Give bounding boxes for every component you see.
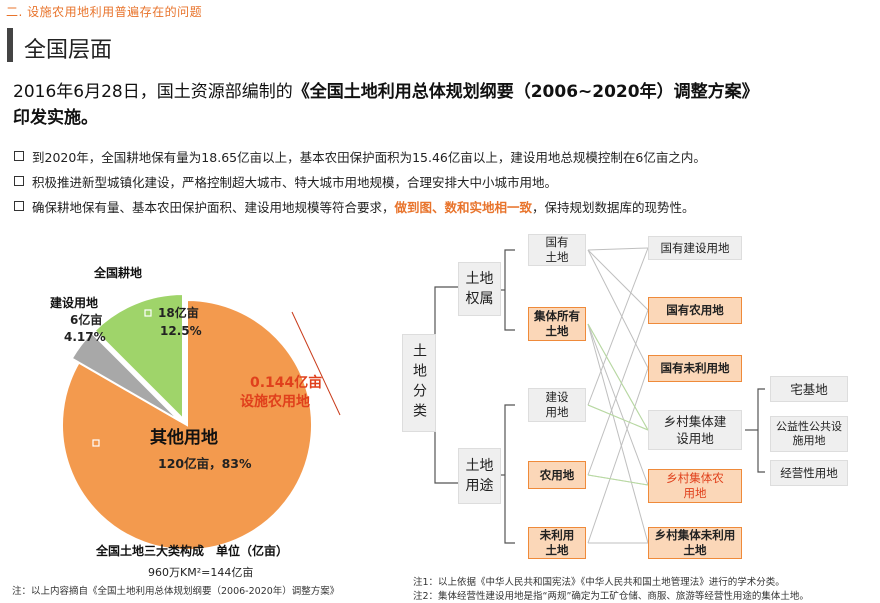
node-jianshe: 建设用地 xyxy=(528,388,586,422)
title-accent-bar xyxy=(7,28,13,62)
node-zhai: 宅基地 xyxy=(770,376,848,402)
node-weili: 未利用土地 xyxy=(528,527,586,559)
bracket-root-top xyxy=(434,286,458,356)
node-gywl: 国有未利用地 xyxy=(648,355,742,382)
headline-date: 2016年6月28日，国土资源部编制的 xyxy=(13,82,293,102)
marker-square-icon xyxy=(144,309,152,317)
pie-slice-farmland xyxy=(93,292,184,422)
bracket-far xyxy=(757,388,765,473)
node-jingying: 经营性用地 xyxy=(770,460,848,486)
node-gyny: 国有农用地 xyxy=(648,297,742,324)
bracket-yongtu xyxy=(504,404,515,544)
node-xcjs: 乡村集体建设用地 xyxy=(648,410,742,450)
node-gongyi: 公益性公共设施用地 xyxy=(770,416,848,452)
node-yongtu: 土地用途 xyxy=(458,448,501,504)
node-jiti: 集体所有土地 xyxy=(528,307,586,341)
bullet-square-icon xyxy=(14,176,24,186)
chart-subtitle: 960万KM²=144亿亩 xyxy=(148,565,253,579)
pie-slice-other xyxy=(61,298,313,551)
marker-square-icon xyxy=(92,439,100,447)
section-tag: 二. 设施农用地利用普遍存在的问题 xyxy=(6,5,203,19)
chart-title: 全国土地三大类构成 单位（亿亩） xyxy=(95,543,288,558)
node-guoyou: 国有土地 xyxy=(528,234,586,266)
headline: 2016年6月28日，国土资源部编制的《全国土地利用总体规划纲要（2006~20… xyxy=(13,79,873,131)
bullet-1: 到2020年，全国耕地保有量为18.65亿亩以上，基本农田保护面积为15.46亿… xyxy=(14,147,706,166)
slice-label-farmland: 全国耕地 xyxy=(93,265,142,280)
annotation-label: 设施农用地 xyxy=(240,393,310,410)
bracket-quanshu xyxy=(504,249,515,331)
note-right-1: 注1：以上依据《中华人民共和国宪法》《中华人民共和国土地管理法》进行的学术分类。 xyxy=(413,577,785,588)
slice-label-construction: 建设用地 xyxy=(49,295,98,310)
node-xcwl: 乡村集体未利用土地 xyxy=(648,527,742,559)
bullet-3: 确保耕地保有量、基本农田保护面积、建设用地规模等符合要求，做到图、数和实地相一致… xyxy=(14,197,695,216)
pie-slice-construction xyxy=(70,331,181,422)
headline-doc-title: 《全国土地利用总体规划纲要（2006~2020年）调整方案》 xyxy=(292,82,759,102)
pie-chart: 全国耕地 18亿亩 12.5% 建设用地 6亿亩 4.17% 其他用地 120亿… xyxy=(49,265,341,579)
pie-slices xyxy=(61,292,313,551)
bullet-square-icon xyxy=(14,151,24,161)
headline-ending: 印发实施。 xyxy=(13,108,98,128)
slice-percent-other: 120亿亩，83% xyxy=(158,456,252,471)
node-root: 土地分类 xyxy=(402,334,436,432)
bullet-square-icon xyxy=(14,201,24,211)
annotation-value: 0.144亿亩 xyxy=(250,374,322,391)
slice-value-farmland: 18亿亩 xyxy=(158,305,199,320)
note-right-2: 注2：集体经营性建设用地是指“两规”确定为工矿仓储、商服、旅游等经营性用途的集体… xyxy=(413,591,809,602)
slice-label-other: 其他用地 xyxy=(150,427,218,448)
node-gyjs: 国有建设用地 xyxy=(648,236,742,260)
bracket-root-bottom xyxy=(434,424,458,484)
note-left: 注：以上内容摘自《全国土地利用总体规划纲要（2006-2020年）调整方案》 xyxy=(12,586,340,597)
node-nongyong: 农用地 xyxy=(528,461,586,489)
slice-percent-farmland: 12.5% xyxy=(160,324,202,338)
node-quanshu: 土地权属 xyxy=(458,262,501,316)
annotation-leader-line xyxy=(291,311,341,416)
bullet-highlight: 做到图、数和实地相一致 xyxy=(394,200,533,215)
node-xcny: 乡村集体农用地 xyxy=(648,469,742,503)
slice-value-construction: 6亿亩 xyxy=(70,312,102,327)
page-title: 全国层面 xyxy=(24,38,113,63)
bullet-2: 积极推进新型城镇化建设，严格控制超大城市、特大城市用地规模，合理安排大中小城市用… xyxy=(14,172,557,191)
slice-percent-construction: 4.17% xyxy=(64,330,106,344)
